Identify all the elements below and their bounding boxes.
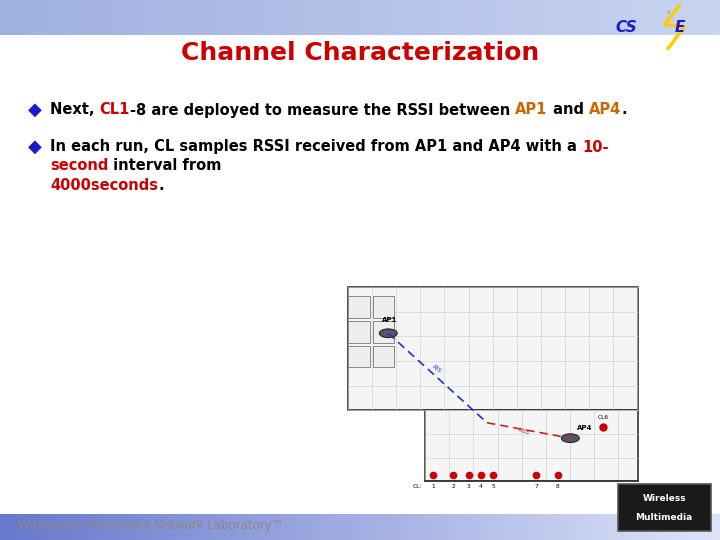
Text: ◆: ◆ [28, 138, 42, 156]
Text: RSS: RSS [518, 427, 531, 436]
Text: RIS: RIS [431, 364, 443, 374]
Text: 4: 4 [479, 483, 482, 489]
Text: Wireless & Multimedia Network Laboratory™: Wireless & Multimedia Network Laboratory… [18, 519, 284, 532]
Text: 8: 8 [556, 483, 560, 489]
Text: 3: 3 [467, 483, 470, 489]
Text: AP1: AP1 [516, 103, 548, 118]
Bar [348, 346, 370, 367]
Text: Channel Characterization: Channel Characterization [181, 41, 539, 65]
Text: Multimedia: Multimedia [636, 512, 693, 522]
Text: 2: 2 [451, 483, 455, 489]
Text: 4000seconds: 4000seconds [50, 178, 158, 192]
Text: ': ' [666, 10, 670, 23]
Bar [373, 321, 395, 342]
Text: and: and [548, 103, 589, 118]
Text: AP4: AP4 [577, 424, 592, 430]
FancyBboxPatch shape [426, 410, 638, 481]
Text: E: E [675, 19, 685, 35]
Text: In each run, CL samples RSSI received from AP1 and AP4 with a: In each run, CL samples RSSI received fr… [50, 139, 582, 154]
Text: 1: 1 [431, 483, 435, 489]
Bar [373, 296, 395, 318]
Text: CL:: CL: [413, 483, 423, 489]
Text: interval from: interval from [109, 159, 222, 173]
Bar [348, 296, 370, 318]
Text: AP1: AP1 [382, 316, 397, 322]
Text: 5: 5 [491, 483, 495, 489]
Text: ◆: ◆ [28, 101, 42, 119]
Bar [348, 321, 370, 342]
Text: 10-: 10- [582, 139, 608, 154]
Text: CL6: CL6 [598, 415, 608, 420]
Text: 7: 7 [534, 483, 539, 489]
Text: CS: CS [616, 19, 637, 35]
Text: -8 are deployed to measure the RSSI between: -8 are deployed to measure the RSSI betw… [130, 103, 516, 118]
Text: Next,: Next, [50, 103, 99, 118]
Text: CL1: CL1 [99, 103, 130, 118]
Ellipse shape [379, 329, 397, 338]
Text: second: second [50, 159, 109, 173]
Text: .: . [621, 103, 626, 118]
Ellipse shape [562, 434, 580, 442]
Text: .: . [158, 178, 163, 192]
FancyBboxPatch shape [348, 287, 638, 410]
Bar [373, 346, 395, 367]
Text: AP4: AP4 [589, 103, 621, 118]
Text: Wireless: Wireless [642, 494, 686, 503]
